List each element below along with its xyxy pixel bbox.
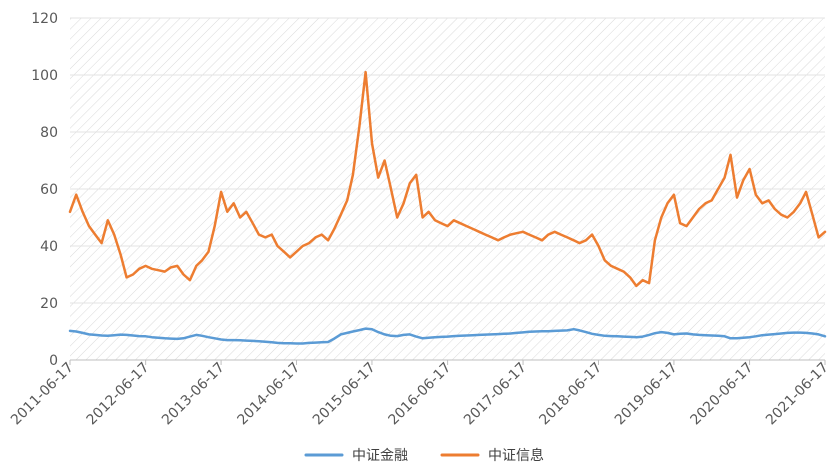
x-tick-label: 2020-06-17 bbox=[688, 360, 757, 429]
x-tick-label: 2016-06-17 bbox=[386, 360, 455, 429]
x-tick-label: 2014-06-17 bbox=[234, 360, 303, 429]
y-tick-label: 60 bbox=[40, 182, 58, 198]
y-tick-label: 120 bbox=[31, 11, 58, 27]
y-tick-label: 20 bbox=[40, 296, 58, 312]
y-tick-label: 40 bbox=[40, 239, 58, 255]
series-layer bbox=[68, 70, 827, 345]
x-tick-label: 2013-06-17 bbox=[159, 360, 228, 429]
legend: 中证金融 中证信息 bbox=[304, 447, 544, 464]
series-line-0 bbox=[68, 327, 827, 345]
x-axis-tick-labels: 2011-06-17 2012-06-17 2013-06-17 2014-06-17… bbox=[8, 360, 832, 429]
x-tick-label: 2017-06-17 bbox=[461, 360, 530, 429]
y-tick-label: 80 bbox=[40, 125, 58, 141]
y-axis-tick-labels: 0 20 40 60 80 100 120 bbox=[31, 11, 58, 369]
x-tick-label: 2021-06-17 bbox=[763, 360, 832, 429]
legend-label-1: 中证信息 bbox=[488, 447, 544, 464]
gridlines bbox=[70, 17, 825, 304]
x-tick-label: 2015-06-17 bbox=[310, 360, 379, 429]
x-tick-label: 2011-06-17 bbox=[8, 360, 77, 429]
x-tick-label: 2012-06-17 bbox=[84, 360, 153, 429]
legend-label-0: 中证金融 bbox=[352, 448, 408, 464]
x-tick-label: 2019-06-17 bbox=[612, 360, 681, 429]
y-tick-label: 0 bbox=[49, 353, 58, 369]
x-tick-label: 2018-06-17 bbox=[536, 360, 605, 429]
y-tick-label: 100 bbox=[31, 68, 58, 84]
series-line-1 bbox=[68, 70, 827, 288]
